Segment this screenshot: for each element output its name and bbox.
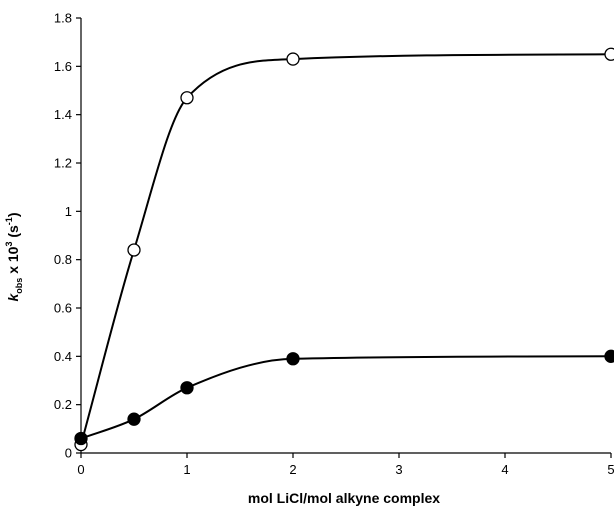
y-axis-title-unit-close: ) (5, 213, 21, 218)
x-tick-label-5: 5 (607, 462, 614, 477)
y-tick-label-5: 1 (65, 204, 72, 219)
y-tick-label-3: 0.6 (54, 301, 72, 316)
plot-area: 0 0.2 0.4 0.6 0.8 1 1.2 1.4 1.6 1.8 0 1 2 3 4 5 (54, 11, 614, 477)
y-tick-label-6: 1.2 (54, 156, 72, 171)
y-tick-label-9: 1.8 (54, 11, 72, 26)
y-axis-title-symbol: k (5, 293, 21, 302)
series-1-point-0 (74, 431, 88, 446)
x-tick-label-0: 0 (77, 462, 84, 477)
series-1-line (80, 355, 612, 440)
y-tick-label-8: 1.6 (54, 59, 72, 74)
y-tick-label-4: 0.8 (54, 252, 72, 267)
x-tick-label-3: 3 (395, 462, 402, 477)
series-0-line (80, 53, 612, 445)
series-1-point-3 (286, 352, 300, 366)
y-axis-title-unit-open: (s (5, 225, 21, 242)
series-0-point-4 (604, 47, 614, 61)
x-tick-label-1: 1 (183, 462, 190, 477)
series-0-point-1 (127, 243, 141, 257)
y-axis-title-superscript: 3 (4, 242, 14, 247)
series-1-point-2 (180, 381, 194, 395)
svg-text:kobs x 103 (s-1): kobs x 103 (s-1) (4, 213, 24, 302)
x-tick-label-2: 2 (289, 462, 296, 477)
y-tick-label-7: 1.4 (54, 107, 72, 122)
y-axis-title-mid: x 10 (5, 246, 21, 277)
series-0-point-3 (286, 52, 300, 66)
x-axis-title: mol LiCl/mol alkyne complex (248, 490, 440, 506)
series-1-point-4 (604, 349, 614, 363)
x-tick-label-4: 4 (501, 462, 508, 477)
y-axis-title: kobs x 103 (s-1) (4, 213, 24, 302)
y-axis-title-subscript: obs (14, 278, 24, 294)
y-tick-label-2: 0.4 (54, 349, 72, 364)
series-0-point-2 (180, 91, 194, 105)
y-tick-label-0: 0 (65, 446, 72, 461)
y-axis-title-unit-superscript: -1 (4, 217, 14, 225)
y-tick-label-1: 0.2 (54, 397, 72, 412)
series-1-point-1 (127, 412, 141, 426)
